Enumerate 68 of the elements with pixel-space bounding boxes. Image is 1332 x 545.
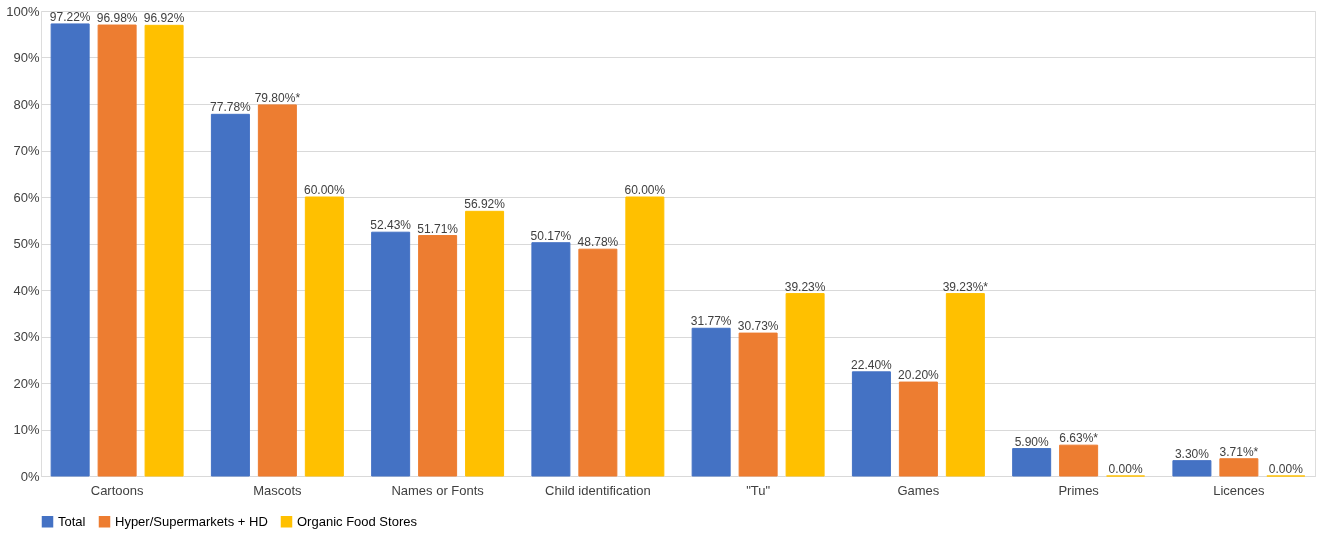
data-label: 60.00%: [303, 183, 346, 197]
x-tick-label: Child identification: [545, 482, 651, 498]
data-label: 39.23%*: [942, 279, 989, 294]
bar: [50, 23, 90, 477]
data-label: 39.23%: [784, 279, 826, 294]
data-label: 5.90%: [1014, 434, 1049, 449]
bar: [1219, 458, 1259, 477]
bar: [144, 24, 184, 477]
bar: [625, 196, 665, 477]
legend-label: Hyper/Supermarkets + HD: [115, 513, 268, 529]
x-tick-label: Games: [897, 482, 940, 498]
data-label: 96.98%: [96, 11, 138, 26]
data-label: 97.22%: [49, 9, 91, 24]
data-label: 96.92%: [143, 11, 185, 26]
bar: [371, 231, 411, 477]
data-label: 56.92%: [464, 197, 506, 212]
bar: [531, 242, 571, 477]
bar: [304, 196, 344, 477]
bar: [257, 104, 297, 477]
x-tick-label: Names or Fonts: [391, 482, 485, 498]
y-tick-label: 50%: [13, 236, 40, 251]
y-tick-label: 80%: [13, 96, 40, 112]
y-tick-label: 60%: [13, 189, 40, 205]
data-label: 0.00%: [1268, 462, 1304, 476]
x-tick-label: Mascots: [253, 482, 303, 498]
bar: [1172, 460, 1212, 477]
y-tick-label: 10%: [13, 422, 40, 437]
data-label: 50.17%: [530, 228, 572, 243]
data-label: 22.40%: [851, 357, 893, 372]
bar: [1012, 448, 1052, 477]
bar: [691, 327, 731, 477]
bar: [738, 332, 778, 477]
bar: [465, 210, 505, 477]
legend-label: Organic Food Stores: [297, 513, 418, 529]
x-tick-label: Primes: [1058, 482, 1100, 498]
x-tick-label: Cartoons: [90, 482, 144, 498]
data-label: 60.00%: [624, 183, 666, 197]
data-label: 20.20%: [898, 368, 940, 383]
data-label: 31.77%: [690, 314, 732, 329]
y-tick-label: 40%: [13, 282, 40, 298]
data-label: 30.73%: [737, 319, 779, 334]
y-tick-label: 70%: [13, 143, 40, 158]
x-tick-label: Licences: [1213, 482, 1266, 498]
legend-label: Total: [58, 513, 86, 529]
y-tick-label: 90%: [13, 50, 40, 65]
data-label: 51.71%: [417, 221, 459, 236]
data-label: 48.78%: [577, 235, 619, 250]
bar: [1059, 444, 1099, 477]
y-tick-label: 20%: [13, 375, 40, 391]
data-label: 0.00%: [1108, 462, 1143, 476]
data-label: 3.30%: [1174, 446, 1210, 461]
data-label: 3.71%*: [1219, 444, 1259, 459]
bar: [851, 371, 891, 477]
data-label: 6.63%*: [1059, 431, 1099, 446]
y-tick-label: 100%: [6, 3, 40, 19]
data-label: 79.80%*: [254, 90, 301, 105]
data-label: 77.78%: [210, 100, 252, 115]
x-tick-label: "Tu": [746, 482, 771, 498]
bar: [578, 248, 618, 477]
bar: [97, 24, 137, 477]
bar: [898, 381, 938, 477]
bar: [210, 113, 250, 477]
bar: [945, 293, 985, 477]
data-label: 52.43%: [370, 218, 412, 233]
bar: [785, 293, 825, 477]
y-tick-label: 30%: [13, 329, 40, 344]
y-tick-label: 0%: [20, 468, 40, 484]
bar: [418, 235, 458, 477]
